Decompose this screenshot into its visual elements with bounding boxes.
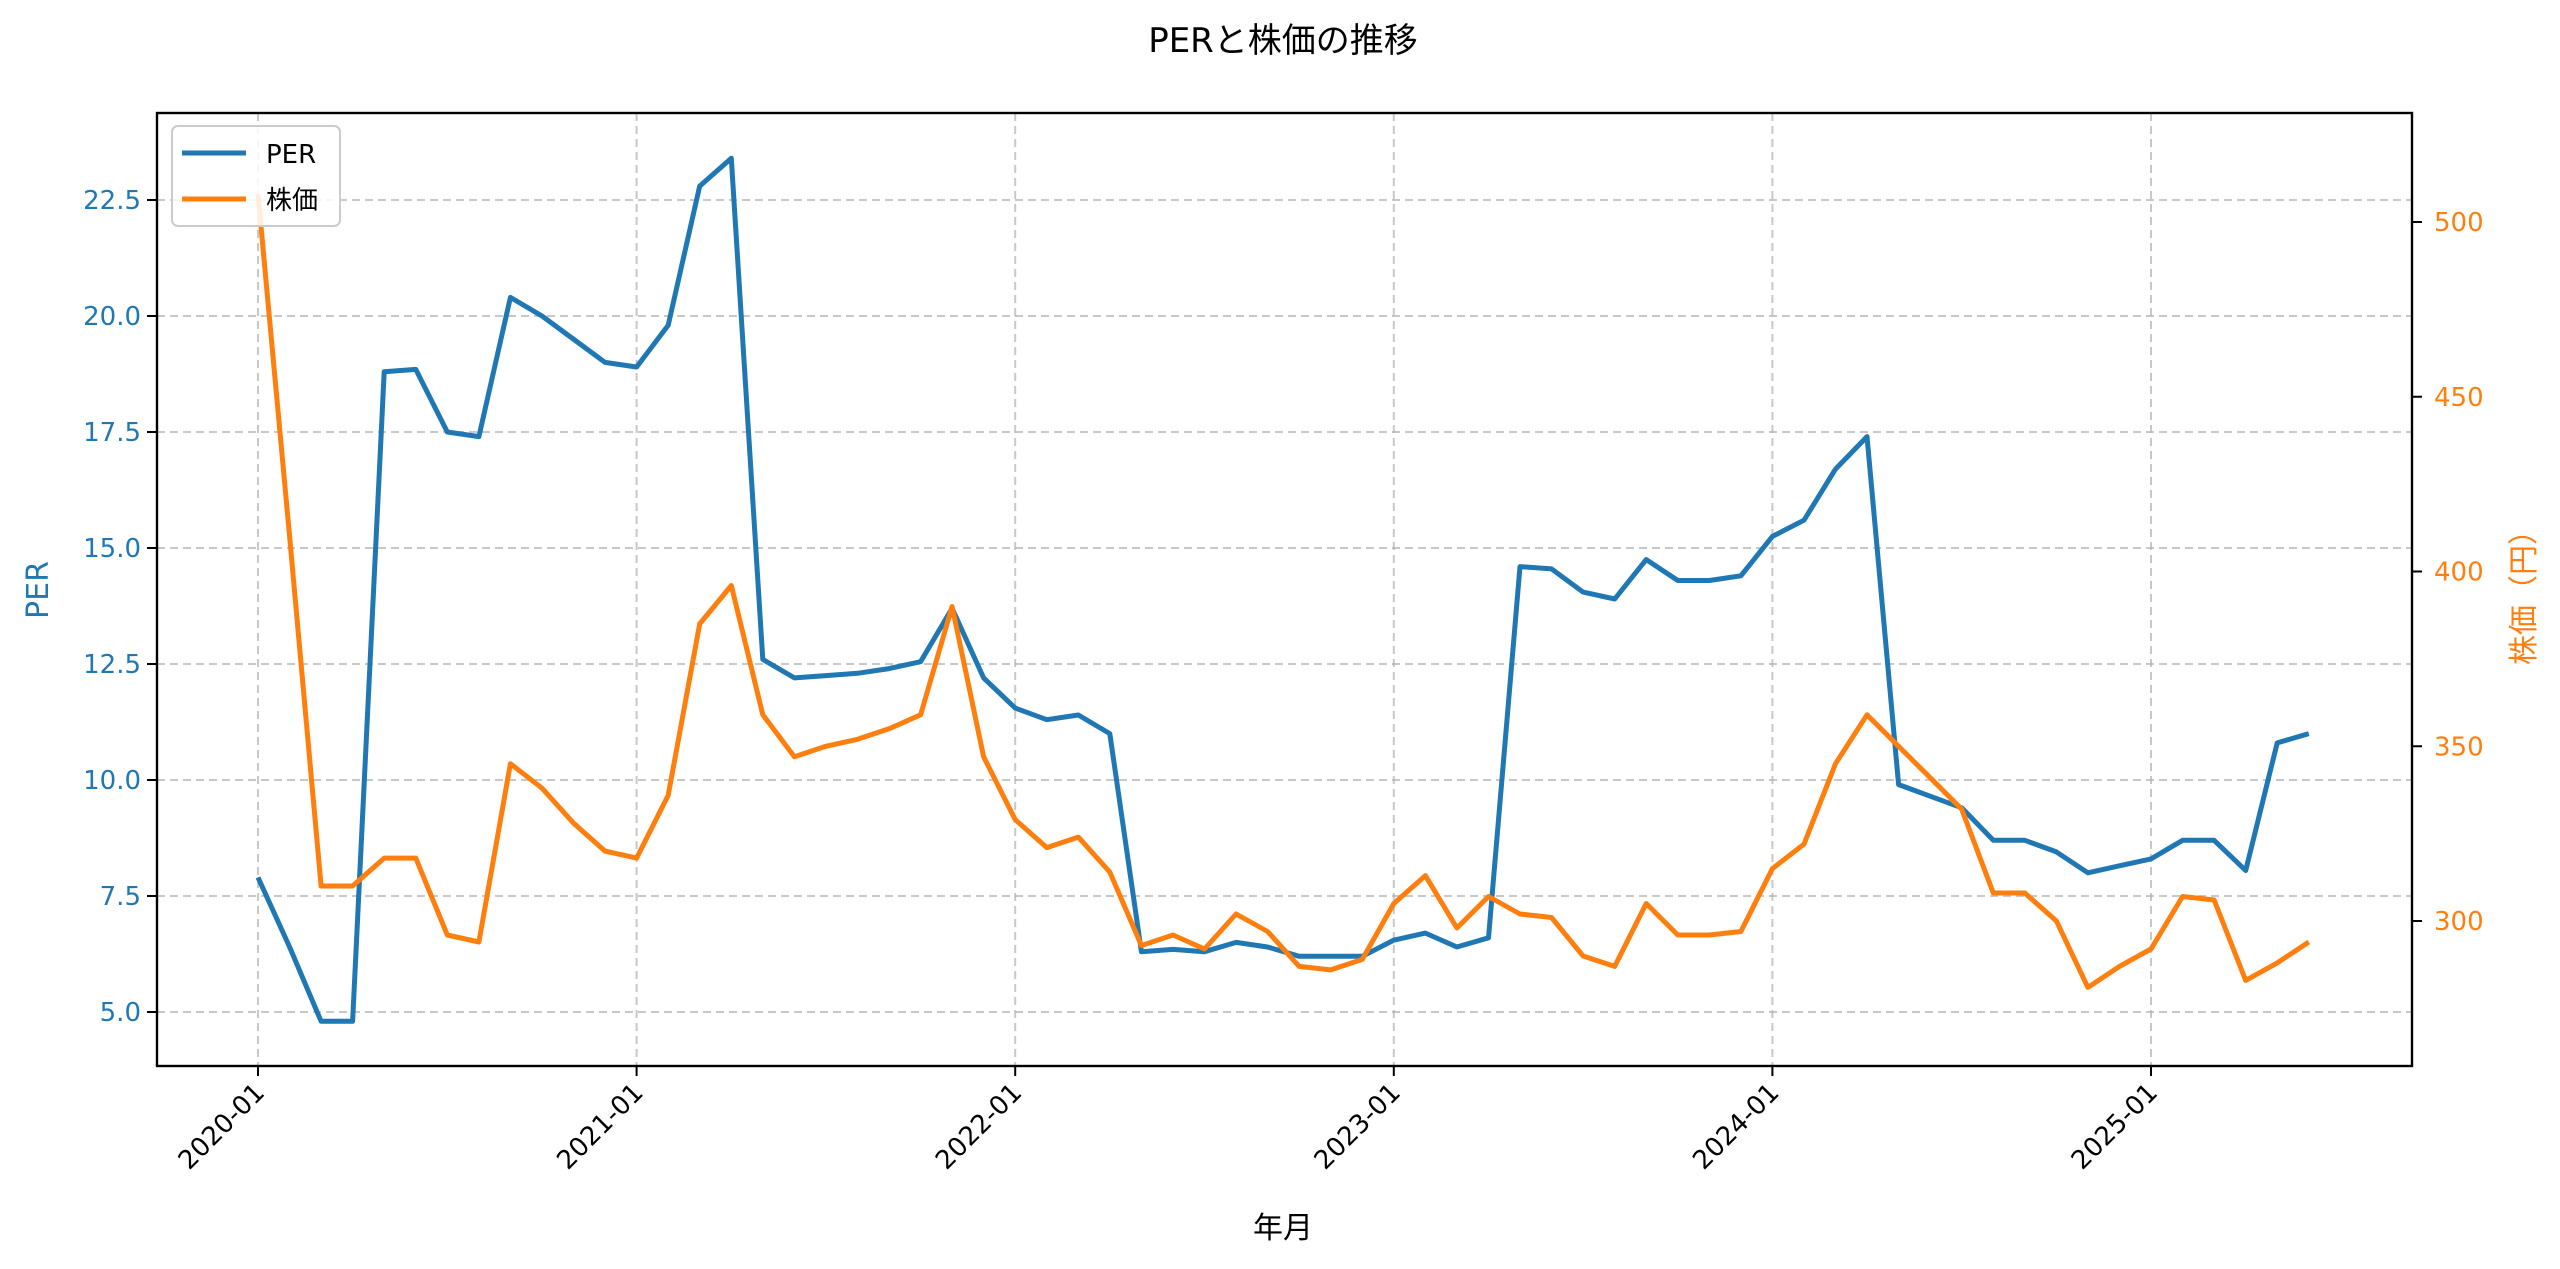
x-tick-label: 2022-01 — [930, 1078, 1028, 1176]
right-tick-label: 400 — [2434, 558, 2484, 588]
left-tick-label: 15.0 — [83, 534, 141, 564]
x-tick-label: 2023-01 — [1309, 1078, 1407, 1176]
legend-price-label: 株価 — [266, 186, 318, 216]
right-tick-label: 500 — [2434, 208, 2484, 238]
left-axis-label: PER — [21, 561, 56, 619]
left-tick-label: 7.5 — [100, 882, 141, 912]
price-line — [255, 193, 2311, 990]
left-tick-label: 12.5 — [83, 650, 141, 680]
grid-lines — [157, 113, 2412, 1066]
x-axis: 2020-01 2021-01 2022-01 2023-01 2024-01 2025-… — [173, 1066, 2164, 1176]
x-tick-label: 2025-01 — [2066, 1078, 2164, 1176]
legend: PER 株価 — [171, 125, 341, 227]
right-tick-label: 450 — [2434, 383, 2484, 413]
legend-per-label: PER — [266, 140, 316, 170]
left-tick-label: 5.0 — [100, 998, 141, 1028]
right-tick-label: 350 — [2434, 732, 2484, 762]
left-tick-label: 17.5 — [83, 418, 141, 448]
right-axis-label: 株価（円） — [2507, 515, 2542, 665]
plot-frame — [155, 111, 2414, 1068]
right-tick-label: 300 — [2434, 907, 2484, 937]
left-tick-label: 20.0 — [83, 302, 141, 332]
data-lines — [255, 155, 2311, 1024]
right-y-axis: 300 350 400 450 500 — [2412, 208, 2484, 937]
chart-title: PERと株価の推移 — [1148, 21, 1418, 61]
left-tick-label: 10.0 — [83, 766, 141, 796]
left-y-axis: 5.0 7.5 10.0 12.5 15.0 17.5 20.0 22.5 — [83, 186, 157, 1028]
x-axis-label: 年月 — [1253, 1211, 1313, 1246]
left-tick-label: 22.5 — [83, 186, 141, 216]
x-tick-label: 2020-01 — [173, 1078, 271, 1176]
x-tick-label: 2024-01 — [1687, 1078, 1785, 1176]
x-tick-label: 2021-01 — [552, 1078, 650, 1176]
